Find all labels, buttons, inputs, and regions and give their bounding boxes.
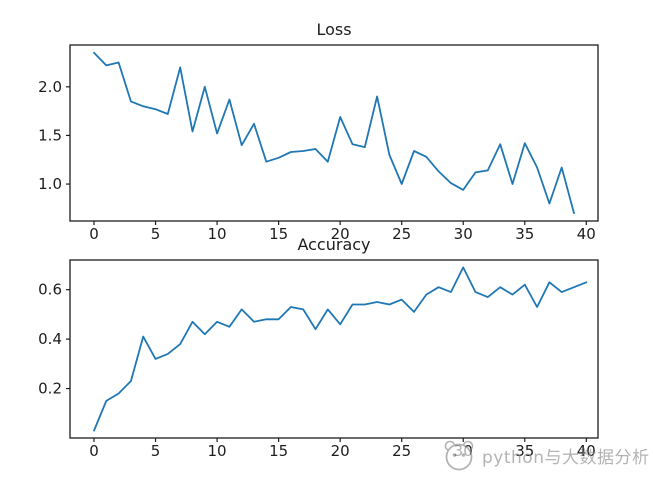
accuracy-chart-x-tick-label: 35 — [515, 442, 534, 460]
loss-chart-x-tick-label: 15 — [269, 225, 288, 243]
accuracy-chart-y-tick-label: 0.2 — [38, 380, 62, 398]
accuracy-chart-y-tick-label: 0.4 — [38, 330, 62, 348]
accuracy-chart-x-tick-label: 15 — [269, 442, 288, 460]
accuracy-chart-y-tick-label: 0.6 — [38, 281, 62, 299]
loss-chart-x-tick-label: 30 — [454, 225, 473, 243]
loss-chart-y-tick-label: 1.0 — [38, 175, 62, 193]
loss-chart-x-tick-label: 40 — [577, 225, 596, 243]
logo-eye-icon — [452, 453, 457, 457]
loss-chart-title: Loss — [316, 20, 351, 39]
loss-chart-frame — [69, 44, 599, 222]
accuracy-chart-x-tick-label: 20 — [331, 442, 350, 460]
loss-chart-x-tick-label: 0 — [89, 225, 99, 243]
loss-chart-y-tick-label: 1.5 — [38, 126, 62, 144]
accuracy-chart-x-tick-label: 0 — [89, 442, 99, 460]
logo-eye-icon — [461, 453, 466, 457]
panda-logo-icon — [445, 443, 473, 471]
accuracy-chart-x-tick-label: 40 — [577, 442, 596, 460]
accuracy-line — [93, 266, 588, 432]
loss-chart-x-tick-label: 10 — [208, 225, 227, 243]
loss-chart-x-tick-label: 5 — [151, 225, 161, 243]
accuracy-chart-x-tick-label: 5 — [151, 442, 161, 460]
accuracy-chart-frame — [69, 259, 599, 439]
loss-line — [93, 51, 575, 215]
watermark-text: python与大数据分析 — [482, 448, 649, 468]
loss-chart-x-tick-label: 35 — [515, 225, 534, 243]
watermark: python与大数据分析 — [444, 440, 649, 471]
accuracy-chart-x-tick-label: 25 — [392, 442, 411, 460]
loss-chart-x-tick-label: 25 — [392, 225, 411, 243]
loss-chart-y-tick-label: 2.0 — [38, 78, 62, 96]
loss-chart-x-tick-label: 20 — [331, 225, 350, 243]
accuracy-chart-title: Accuracy — [297, 235, 370, 254]
accuracy-chart-x-tick-label: 10 — [208, 442, 227, 460]
